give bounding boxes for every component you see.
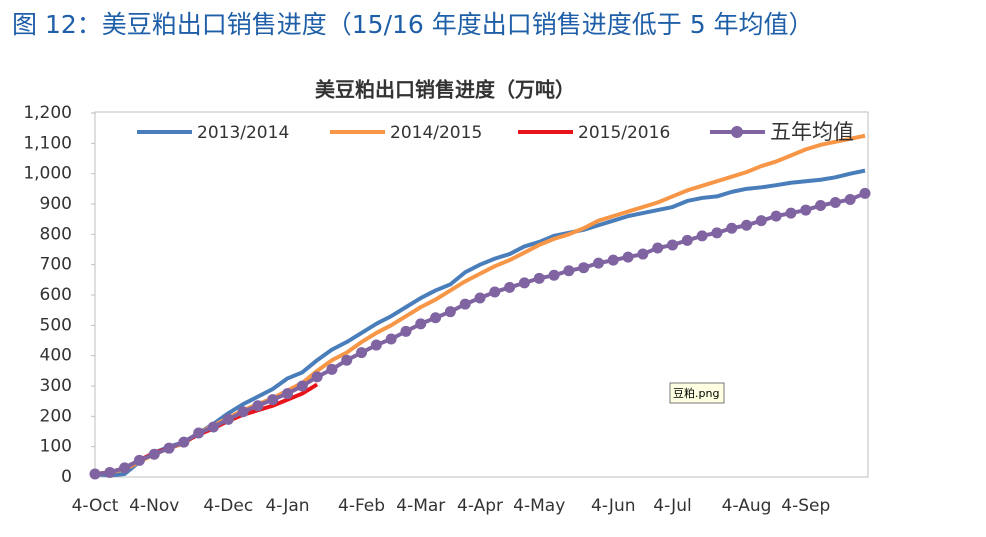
point-marker bbox=[385, 333, 397, 345]
point-marker bbox=[548, 269, 560, 281]
y-tick-label: 200 bbox=[40, 406, 72, 426]
point-marker bbox=[770, 210, 782, 222]
y-tick-label: 400 bbox=[40, 346, 72, 366]
point-marker bbox=[400, 325, 412, 337]
point-marker bbox=[785, 207, 797, 219]
series-line bbox=[94, 168, 866, 478]
tooltip-text: 豆粕.png bbox=[673, 386, 719, 400]
y-tick-label: 800 bbox=[40, 224, 72, 244]
y-tick-label: 600 bbox=[40, 285, 72, 305]
y-tick-label: 300 bbox=[40, 376, 72, 396]
x-tick-label: 4-Jan bbox=[265, 496, 309, 516]
chart-title: 美豆粕出口销售进度（万吨） bbox=[315, 78, 575, 102]
point-marker bbox=[430, 312, 442, 324]
x-tick-label: 4-Nov bbox=[129, 496, 179, 516]
y-tick-label: 0 bbox=[61, 467, 72, 487]
point-marker bbox=[444, 306, 456, 318]
point-marker bbox=[607, 254, 619, 266]
x-tick-label: 4-Aug bbox=[722, 496, 772, 516]
legend-label: 五年均值 bbox=[770, 120, 854, 144]
point-marker bbox=[489, 286, 501, 298]
point-marker bbox=[207, 421, 219, 433]
point-marker bbox=[504, 281, 516, 293]
x-tick-label: 4-Jul bbox=[653, 496, 691, 516]
legend-label: 2013/2014 bbox=[197, 123, 289, 143]
x-tick-label: 4-Oct bbox=[72, 496, 119, 516]
point-marker bbox=[296, 380, 308, 392]
x-tick-label: 4-Dec bbox=[203, 496, 253, 516]
point-marker bbox=[282, 388, 293, 400]
x-tick-label: 4-Jun bbox=[591, 496, 635, 516]
point-marker bbox=[637, 248, 649, 260]
point-marker bbox=[341, 354, 353, 366]
point-marker bbox=[696, 230, 708, 242]
point-marker bbox=[356, 347, 368, 359]
x-tick-label: 4-Mar bbox=[396, 496, 445, 516]
point-marker bbox=[163, 442, 175, 454]
point-marker bbox=[652, 242, 664, 254]
figure-title: 图 12：美豆粕出口销售进度（15/16 年度出口销售进度低于 5 年均值） bbox=[12, 10, 814, 39]
legend-label: 2015/2016 bbox=[578, 123, 670, 143]
point-marker bbox=[178, 436, 190, 448]
point-marker bbox=[104, 466, 116, 478]
point-marker bbox=[193, 427, 205, 439]
y-tick-label: 1,200 bbox=[23, 103, 72, 123]
point-marker bbox=[741, 219, 753, 231]
point-marker bbox=[370, 339, 382, 351]
point-marker bbox=[755, 215, 767, 227]
point-marker bbox=[267, 394, 279, 406]
point-marker bbox=[622, 251, 634, 263]
point-marker bbox=[326, 363, 338, 375]
point-marker bbox=[252, 400, 264, 412]
point-marker bbox=[844, 193, 856, 205]
point-marker bbox=[681, 234, 693, 246]
point-marker bbox=[578, 262, 590, 274]
tooltip-box bbox=[669, 382, 725, 404]
point-marker bbox=[829, 196, 841, 208]
point-marker bbox=[667, 239, 678, 251]
point-marker bbox=[859, 187, 871, 199]
point-marker bbox=[592, 257, 604, 269]
series-line bbox=[94, 191, 866, 476]
y-tick-label: 700 bbox=[40, 255, 72, 275]
x-tick-label: 4-Sep bbox=[781, 496, 830, 516]
x-tick-label: 4-Apr bbox=[457, 496, 503, 516]
point-marker bbox=[800, 204, 812, 216]
x-tick-label: 4-May bbox=[513, 496, 565, 516]
legend-label: 2014/2015 bbox=[390, 123, 482, 143]
point-marker bbox=[119, 462, 131, 474]
point-marker bbox=[237, 406, 249, 418]
point-marker bbox=[89, 468, 101, 480]
point-marker bbox=[711, 227, 723, 239]
point-marker bbox=[311, 371, 323, 383]
point-marker bbox=[563, 265, 575, 277]
point-marker bbox=[726, 222, 738, 234]
point-marker bbox=[133, 454, 145, 466]
y-tick-label: 500 bbox=[40, 315, 72, 335]
legend-marker bbox=[731, 126, 743, 138]
point-marker bbox=[815, 200, 827, 212]
y-tick-label: 100 bbox=[40, 437, 72, 457]
point-marker bbox=[459, 298, 471, 310]
y-tick-label: 900 bbox=[40, 194, 72, 214]
point-marker bbox=[415, 318, 427, 330]
point-marker bbox=[533, 272, 545, 284]
point-marker bbox=[148, 448, 160, 460]
point-marker bbox=[222, 413, 234, 425]
y-tick-label: 1,000 bbox=[23, 164, 72, 184]
point-marker bbox=[518, 277, 530, 289]
y-tick-label: 1,100 bbox=[23, 133, 72, 153]
point-marker bbox=[474, 292, 486, 304]
x-tick-label: 4-Feb bbox=[338, 496, 385, 516]
